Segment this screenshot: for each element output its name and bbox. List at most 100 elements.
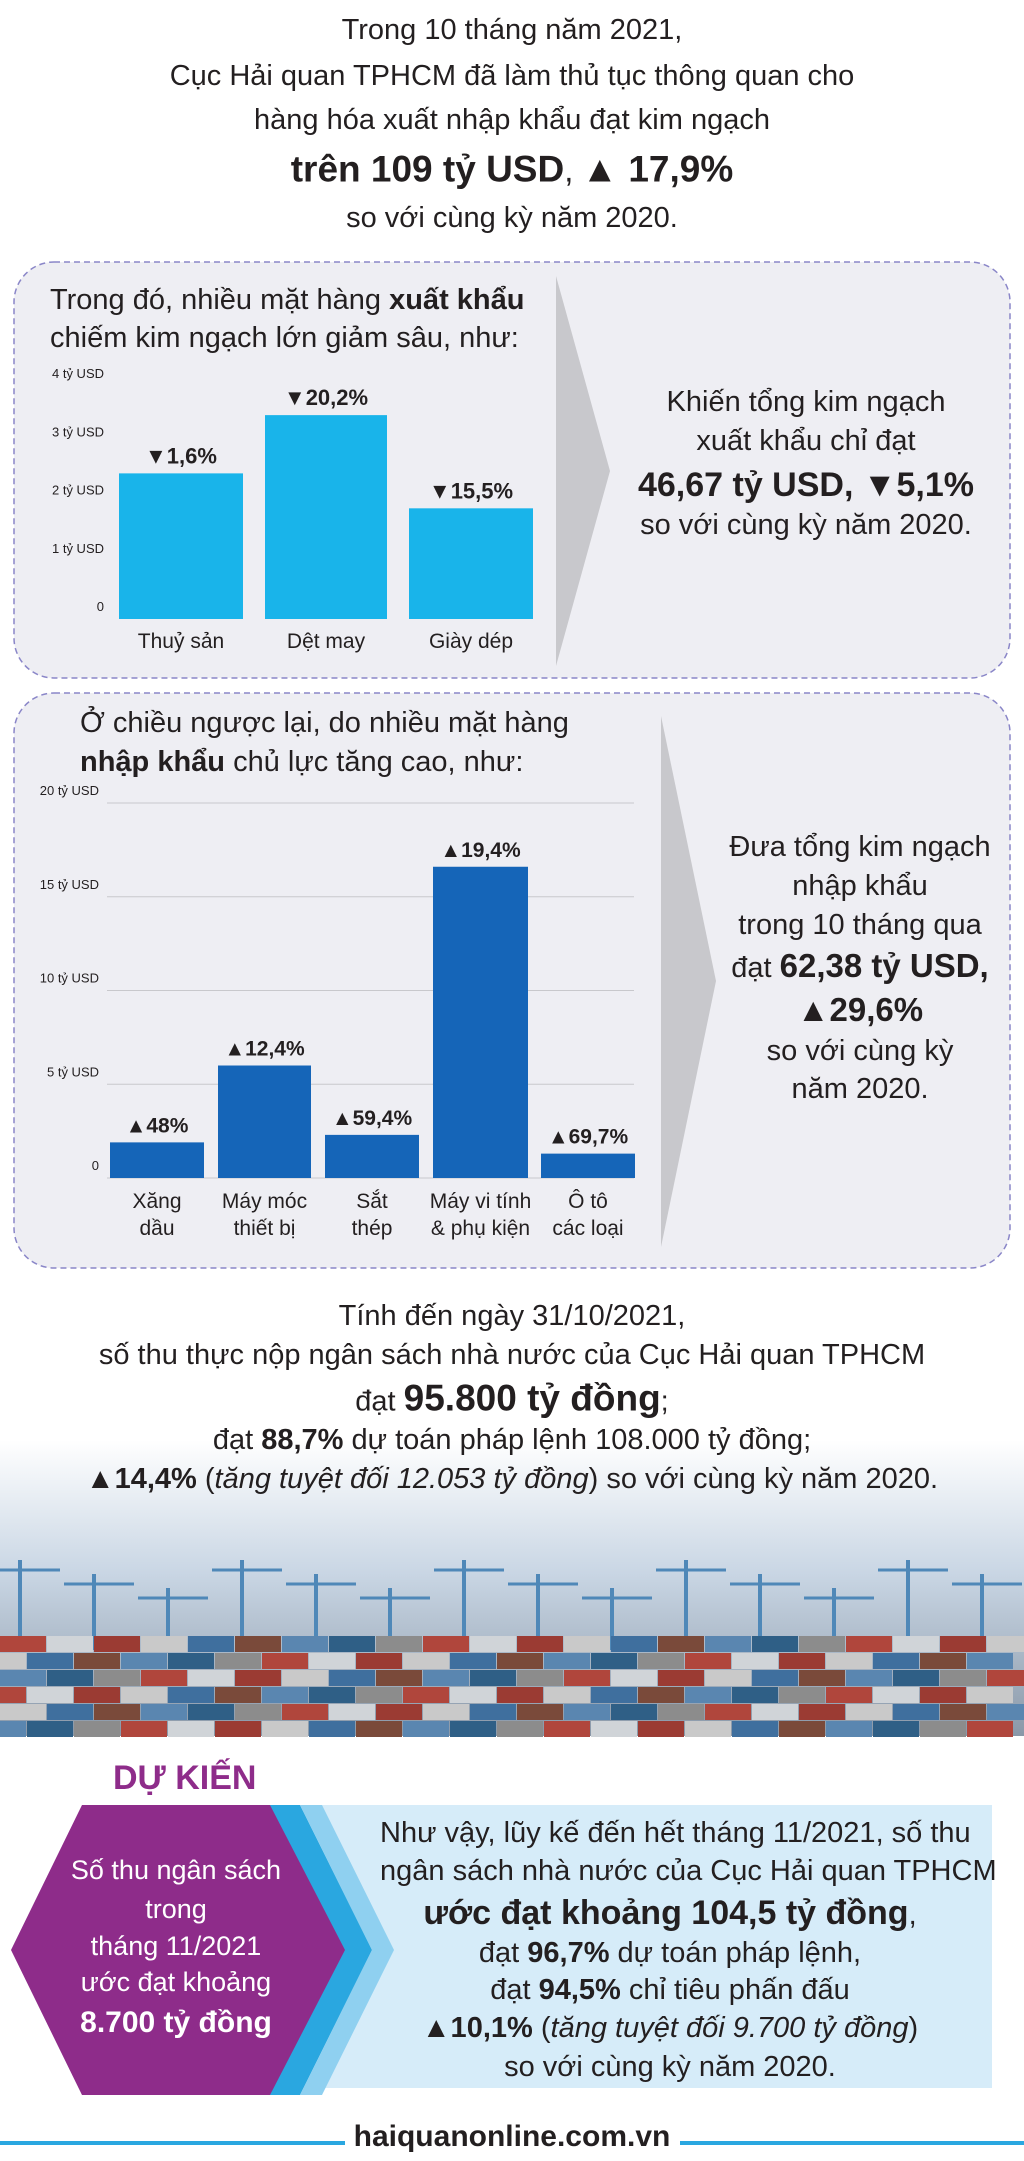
container [967, 1721, 1013, 1737]
container [799, 1670, 845, 1686]
text: đạt [355, 1385, 404, 1418]
change: ▲ 17,9% [581, 148, 734, 190]
container [987, 1704, 1024, 1720]
y-tick-label: 20 tỷ USD [40, 783, 99, 798]
text: 95.800 tỷ đồng [403, 1377, 661, 1419]
container [168, 1687, 214, 1703]
text: dự toán pháp lệnh, [609, 1937, 862, 1969]
box-line: trong [145, 1894, 207, 1924]
budget-line: đạt 88,7% dự toán pháp lệnh 108.000 tỷ đ… [0, 1422, 1024, 1458]
container [0, 1687, 26, 1703]
container [497, 1721, 543, 1737]
bar [110, 1142, 204, 1178]
container [611, 1670, 657, 1686]
forecast-hexagon [11, 1805, 345, 2095]
x-tick-label: Dệt may [286, 630, 366, 653]
container [826, 1653, 872, 1669]
container [846, 1670, 892, 1686]
container [685, 1721, 731, 1737]
bar-annotation: ▲12,4% [224, 1038, 305, 1061]
forecast-line: ngân sách nhà nước của Cục Hải quan TPHC… [380, 1855, 997, 1887]
forecast-line: ▲10,1% (tăng tuyệt đối 9.700 tỷ đồng) [380, 2010, 960, 2046]
container [168, 1721, 214, 1737]
container [705, 1704, 751, 1720]
container [826, 1721, 872, 1737]
container [282, 1636, 328, 1652]
container [215, 1653, 261, 1669]
container [470, 1670, 516, 1686]
forecast-line: đạt 94,5% chỉ tiêu phấn đấu [380, 1972, 960, 2008]
container [517, 1636, 563, 1652]
container [873, 1721, 919, 1737]
container [0, 1636, 46, 1652]
container [752, 1704, 798, 1720]
container [799, 1704, 845, 1720]
export-panel [13, 261, 1011, 679]
arrow [556, 276, 610, 666]
container [497, 1653, 543, 1669]
charts: 0 1 tỷ USD 2 tỷ USD 3 tỷ USD 4 tỷ USD ▼1,6% ▼2… [40, 366, 635, 1179]
import-result: năm 2020. [791, 1073, 929, 1105]
container [470, 1636, 516, 1652]
container [94, 1636, 140, 1652]
x-tick-label: Xăng dầu [132, 1190, 182, 1240]
container [732, 1721, 778, 1737]
container [329, 1704, 375, 1720]
container [450, 1721, 496, 1737]
text: dự toán pháp lệnh 108.000 tỷ đồng; [343, 1424, 812, 1456]
container [591, 1687, 637, 1703]
text: ( [532, 2012, 551, 2044]
forecast-title: DỰ KIẾN [113, 1759, 257, 1797]
container [638, 1687, 684, 1703]
container [235, 1636, 281, 1652]
container [497, 1687, 543, 1703]
container [564, 1636, 610, 1652]
text: ước đạt khoảng 104,5 tỷ đồng [423, 1894, 909, 1932]
container [121, 1721, 167, 1737]
text: tăng tuyệt đối 12.053 tỷ đồng [214, 1463, 589, 1495]
container [262, 1653, 308, 1669]
container [423, 1704, 469, 1720]
container [423, 1636, 469, 1652]
container [188, 1636, 234, 1652]
container [873, 1687, 919, 1703]
container [779, 1721, 825, 1737]
export-result: xuất khẩu chỉ đạt [696, 425, 916, 457]
forecast-line: Như vậy, lũy kế đến hết tháng 11/2021, s… [380, 1817, 971, 1849]
import-result: so với cùng kỳ [766, 1035, 954, 1067]
container [403, 1721, 449, 1737]
y-tick-label: 0 [92, 1158, 99, 1173]
export-result: 46,67 tỷ USD, ▼5,1% [637, 466, 975, 504]
container [47, 1636, 93, 1652]
separator: , [564, 151, 574, 189]
text: 88,7% [261, 1424, 344, 1456]
text: ▲14,4% [85, 1463, 197, 1495]
container [920, 1721, 966, 1737]
header-highlight: trên 109 tỷ USD, ▲ 17,9% [0, 148, 1024, 191]
port-scene [0, 1560, 1024, 1737]
header-line: Cục Hải quan TPHCM đã làm thủ tục thông … [169, 60, 855, 92]
import-result: ▲29,6% [796, 991, 924, 1028]
container [215, 1687, 261, 1703]
container [141, 1704, 187, 1720]
y-tick-label: 15 tỷ USD [40, 877, 99, 892]
container [403, 1653, 449, 1669]
container [967, 1653, 1013, 1669]
forecast-line: ước đạt khoảng 104,5 tỷ đồng, [380, 1895, 960, 1933]
bar [119, 473, 243, 619]
container [282, 1670, 328, 1686]
container [873, 1653, 919, 1669]
container [74, 1721, 120, 1737]
container [517, 1670, 563, 1686]
budget-line: đạt 95.800 tỷ đồng; [0, 1377, 1024, 1420]
container [920, 1653, 966, 1669]
container [121, 1653, 167, 1669]
bar-annotation: ▲69,7% [548, 1126, 629, 1149]
y-tick-label: 10 tỷ USD [40, 971, 99, 986]
container [94, 1670, 140, 1686]
container [141, 1636, 187, 1652]
container [987, 1670, 1024, 1686]
container [329, 1636, 375, 1652]
container [779, 1687, 825, 1703]
